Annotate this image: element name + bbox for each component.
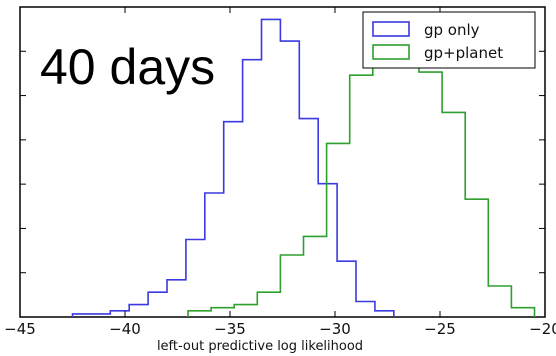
histogram-series-1 [187, 31, 536, 317]
legend-swatch [372, 21, 410, 37]
x-tick-label: −25 [424, 320, 456, 338]
x-tick-label: −45 [4, 320, 36, 338]
histogram-bars [71, 18, 536, 317]
legend-label: gp only [424, 21, 480, 39]
x-tick-label: −30 [319, 320, 351, 338]
histogram-series-0 [71, 18, 395, 317]
axes-frame [19, 6, 546, 318]
y-axis-ticks [20, 50, 545, 274]
legend-swatch [372, 44, 410, 60]
x-axis-label: left-out predictive log likelihood [157, 339, 363, 354]
plot-area-border [19, 6, 546, 318]
x-tick-label: −40 [109, 320, 141, 338]
x-tick-label: −35 [214, 320, 246, 338]
x-axis-ticks: −45 −40 −35 −30 −25 −20 [4, 7, 556, 338]
x-tick-label: −20 [529, 320, 556, 338]
legend-label: gp+planet [424, 44, 503, 62]
legend: gp only gp+planet [362, 11, 536, 69]
annotation-text: 40 days [40, 39, 215, 95]
